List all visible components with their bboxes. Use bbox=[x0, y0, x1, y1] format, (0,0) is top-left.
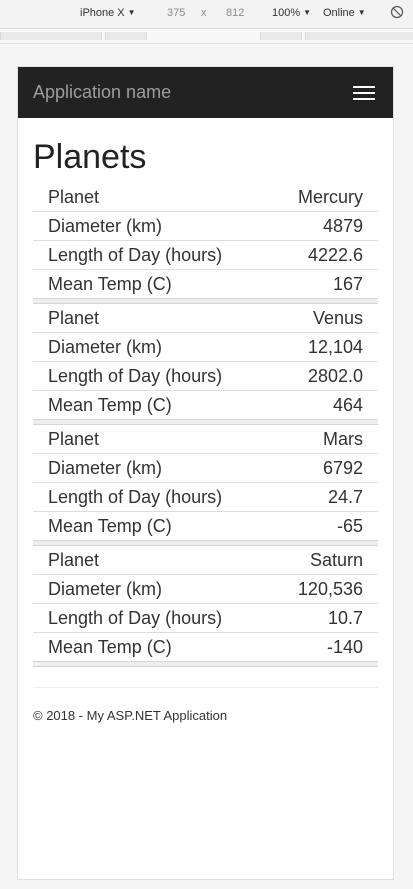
day-length-value: 2802.0 bbox=[276, 361, 378, 391]
table-row: Length of Day (hours) 4222.6 bbox=[33, 240, 378, 270]
navbar-brand[interactable]: Application name bbox=[33, 82, 172, 102]
device-select[interactable]: iPhone X ▼ bbox=[80, 7, 136, 19]
chevron-down-icon: ▼ bbox=[127, 8, 136, 17]
table-row: Mean Temp (C) 464 bbox=[33, 390, 378, 419]
planet-name: Mercury bbox=[297, 186, 363, 207]
day-length-value: 4222.6 bbox=[268, 240, 378, 270]
planet-name: Saturn bbox=[309, 549, 363, 570]
planet-table: Planet Mercury Diameter (km) 4879 Length o… bbox=[33, 183, 378, 298]
table-row: Mean Temp (C) -65 bbox=[33, 511, 378, 540]
table-divider bbox=[33, 661, 378, 667]
chevron-down-icon: ▼ bbox=[357, 8, 366, 17]
media-query-bar bbox=[0, 29, 413, 44]
planet-name: Venus bbox=[312, 307, 363, 328]
day-length-value: 10.7 bbox=[268, 603, 378, 633]
planet-table: Planet Saturn Diameter (km) 120,536 Length… bbox=[33, 546, 378, 661]
table-row: Planet Mars bbox=[33, 425, 378, 454]
row-label: Planet bbox=[48, 428, 100, 449]
footer-divider bbox=[33, 687, 378, 688]
footer: © 2018 - My ASP.NET Application bbox=[33, 708, 378, 723]
dimension-separator: x bbox=[201, 7, 207, 19]
row-label: Length of Day (hours) bbox=[33, 603, 269, 633]
planet-name: Mars bbox=[323, 428, 363, 449]
table-row: Diameter (km) 4879 bbox=[33, 211, 378, 241]
table-divider bbox=[33, 419, 378, 425]
page-title: Planets bbox=[33, 138, 147, 176]
chevron-down-icon: ▼ bbox=[303, 8, 312, 17]
copyright-text: © 2018 - My ASP.NET Application bbox=[33, 708, 228, 723]
device-name: iPhone X bbox=[80, 7, 125, 19]
mean-temp-value: 464 bbox=[276, 390, 378, 419]
table-row: Planet Venus bbox=[33, 304, 378, 333]
navbar: Application name bbox=[18, 67, 393, 118]
row-label: Mean Temp (C) bbox=[33, 269, 269, 298]
main-content: Planets Planet Mercury Diameter (km) 4879 … bbox=[18, 138, 393, 723]
viewport-width-input[interactable]: 375 bbox=[167, 7, 186, 19]
row-label: Length of Day (hours) bbox=[33, 482, 290, 512]
diameter-value: 4879 bbox=[268, 211, 378, 241]
diameter-value: 12,104 bbox=[276, 332, 378, 362]
row-label: Diameter (km) bbox=[33, 574, 269, 604]
mean-temp-value: -140 bbox=[268, 632, 378, 661]
planet-list: Planet Mercury Diameter (km) 4879 Length o… bbox=[33, 183, 378, 667]
table-row: Length of Day (hours) 24.7 bbox=[33, 482, 378, 512]
row-label: Diameter (km) bbox=[33, 211, 269, 241]
mean-temp-value: -65 bbox=[289, 511, 378, 540]
row-label: Mean Temp (C) bbox=[33, 632, 269, 661]
table-row: Diameter (km) 12,104 bbox=[33, 332, 378, 362]
device-viewport: Application name Planets Planet Mercury D… bbox=[17, 66, 394, 880]
row-label: Planet bbox=[48, 307, 100, 328]
table-row: Mean Temp (C) 167 bbox=[33, 269, 378, 298]
row-label: Planet bbox=[48, 186, 100, 207]
day-length-value: 24.7 bbox=[289, 482, 378, 512]
table-row: Planet Mercury bbox=[33, 183, 378, 212]
zoom-select[interactable]: 100% ▼ bbox=[272, 7, 311, 19]
row-label: Diameter (km) bbox=[33, 453, 290, 483]
table-row: Length of Day (hours) 2802.0 bbox=[33, 361, 378, 391]
diameter-value: 6792 bbox=[289, 453, 378, 483]
row-label: Length of Day (hours) bbox=[33, 240, 269, 270]
row-label: Diameter (km) bbox=[33, 332, 277, 362]
network-value: Online bbox=[323, 7, 355, 19]
row-label: Planet bbox=[48, 549, 100, 570]
row-label: Mean Temp (C) bbox=[33, 511, 290, 540]
device-toolbar: iPhone X ▼ 375 x 812 100% ▼ Online ▼ bbox=[0, 0, 413, 29]
table-row: Length of Day (hours) 10.7 bbox=[33, 603, 378, 633]
table-row: Mean Temp (C) -140 bbox=[33, 632, 378, 661]
diameter-value: 120,536 bbox=[268, 574, 378, 604]
planet-table: Planet Venus Diameter (km) 12,104 Length o… bbox=[33, 304, 378, 419]
table-row: Diameter (km) 6792 bbox=[33, 453, 378, 483]
table-divider bbox=[33, 298, 378, 304]
menu-toggle-icon[interactable] bbox=[349, 83, 379, 103]
table-row: Planet Saturn bbox=[33, 546, 378, 575]
network-throttle-select[interactable]: Online ▼ bbox=[323, 7, 366, 19]
table-row: Diameter (km) 120,536 bbox=[33, 574, 378, 604]
zoom-value: 100% bbox=[272, 7, 301, 19]
table-divider bbox=[33, 540, 378, 546]
planet-table: Planet Mars Diameter (km) 6792 Length of D… bbox=[33, 425, 378, 540]
viewport-height-input[interactable]: 812 bbox=[226, 7, 245, 19]
mean-temp-value: 167 bbox=[268, 269, 378, 298]
row-label: Mean Temp (C) bbox=[33, 390, 277, 419]
rotate-icon[interactable] bbox=[390, 5, 404, 22]
row-label: Length of Day (hours) bbox=[33, 361, 277, 391]
